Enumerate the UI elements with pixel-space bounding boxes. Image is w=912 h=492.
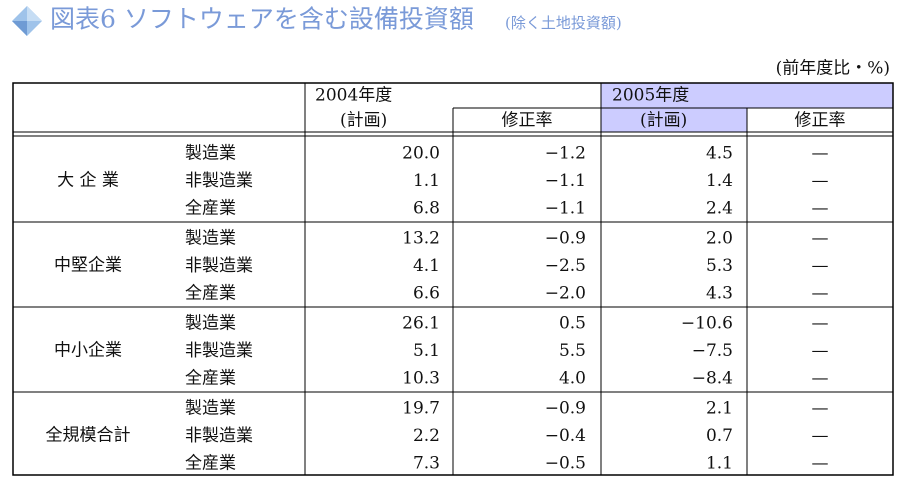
cell: −10.6 [681, 314, 733, 334]
cell: 19.7 [402, 399, 440, 419]
cell: 7.3 [413, 454, 440, 474]
cell: 5.1 [413, 341, 440, 361]
row-label: 製造業 [185, 314, 236, 334]
row-label: 製造業 [185, 144, 236, 164]
cell: 1.1 [413, 171, 440, 191]
row-label: 全産業 [185, 199, 236, 219]
cell: — [812, 284, 829, 304]
cell: 26.1 [402, 314, 440, 334]
unit-label: (前年度比・%) [776, 59, 890, 79]
group-label: 大 企 業 [57, 171, 119, 191]
header-shade [601, 83, 893, 108]
title-icon [12, 6, 42, 36]
subtitle: (除く土地投資額) [505, 14, 622, 32]
cell: — [812, 314, 829, 334]
cell: — [812, 341, 829, 361]
table-grid [12, 82, 894, 476]
cell: — [812, 256, 829, 276]
cell: — [812, 426, 829, 446]
group-label: 中堅企業 [54, 256, 122, 276]
cell: −2.0 [545, 284, 586, 304]
cell: 1.1 [706, 454, 733, 474]
cell: 20.0 [402, 144, 440, 164]
cell: −0.9 [545, 399, 586, 419]
group-label: 全規模合計 [46, 426, 131, 446]
row-label: 製造業 [185, 399, 236, 419]
sub-header: (計画) [340, 111, 387, 131]
row-label: 製造業 [185, 229, 236, 249]
cell: 6.8 [413, 199, 440, 219]
sub-header: (計画) [640, 111, 687, 131]
row-label: 全産業 [185, 454, 236, 474]
cell: 4.0 [559, 369, 586, 389]
cell: 4.3 [706, 284, 733, 304]
cell: — [812, 199, 829, 219]
cell: 4.1 [413, 256, 440, 276]
cell: −1.2 [545, 144, 586, 164]
cell: −0.9 [545, 229, 586, 249]
cell: −2.5 [545, 256, 586, 276]
cell: — [812, 229, 829, 249]
header-shade [601, 108, 747, 132]
cell: 0.7 [706, 426, 733, 446]
year-header: 2004年度 [315, 86, 392, 106]
cell: −0.5 [545, 454, 586, 474]
cell: 0.5 [559, 314, 586, 334]
cell: 5.3 [706, 256, 733, 276]
cell: 5.5 [559, 341, 586, 361]
cell: — [812, 454, 829, 474]
cell: 2.0 [706, 229, 733, 249]
cell: −0.4 [545, 426, 586, 446]
cell: 13.2 [402, 229, 440, 249]
cell: 2.2 [413, 426, 440, 446]
cell: 10.3 [402, 369, 440, 389]
cell: 4.5 [706, 144, 733, 164]
row-label: 全産業 [185, 369, 236, 389]
cell: −7.5 [692, 341, 733, 361]
cell: — [812, 144, 829, 164]
cell: — [812, 369, 829, 389]
cell: 2.4 [706, 199, 733, 219]
row-label: 非製造業 [185, 256, 253, 276]
row-label: 非製造業 [185, 171, 253, 191]
cell: 2.1 [706, 399, 733, 419]
row-label: 非製造業 [185, 341, 253, 361]
cell: −1.1 [545, 199, 586, 219]
cell: — [812, 171, 829, 191]
cell: −1.1 [545, 171, 586, 191]
sub-header: 修正率 [795, 111, 846, 131]
row-label: 全産業 [185, 284, 236, 304]
group-label: 中小企業 [54, 341, 122, 361]
cell: −8.4 [692, 369, 733, 389]
year-header: 2005年度 [612, 86, 689, 106]
title: 図表6 ソフトウェアを含む設備投資額 [50, 5, 474, 34]
row-label: 非製造業 [185, 426, 253, 446]
cell: — [812, 399, 829, 419]
cell: 1.4 [706, 171, 733, 191]
sub-header: 修正率 [502, 111, 553, 131]
cell: 6.6 [413, 284, 440, 304]
